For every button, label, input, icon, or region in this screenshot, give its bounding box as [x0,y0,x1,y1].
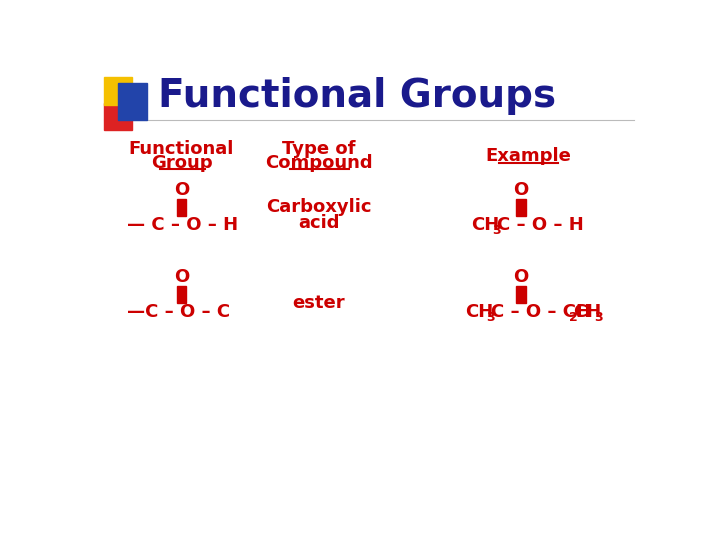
Text: 3: 3 [594,311,603,324]
Text: acid: acid [298,214,339,232]
Text: O: O [513,180,528,199]
Text: O: O [513,267,528,286]
Text: CH: CH [465,303,493,321]
Text: ester: ester [292,294,345,313]
Bar [104,77,132,105]
Bar [118,83,148,120]
Bar [516,199,526,215]
Text: C – O – CH: C – O – CH [490,303,590,321]
Text: CH: CH [472,216,500,234]
Text: Group: Group [150,153,212,172]
Bar [104,103,132,130]
Text: Carboxylic: Carboxylic [266,198,372,216]
Text: CH: CH [574,303,602,321]
Bar [516,286,526,303]
Text: O: O [174,267,189,286]
Text: 3: 3 [486,311,495,324]
Text: — C – O – H: — C – O – H [127,216,238,234]
Bar [177,286,186,303]
Text: C – O – H: C – O – H [497,216,584,234]
Text: —C – O – C: —C – O – C [127,303,230,321]
Text: O: O [174,180,189,199]
Text: Type of: Type of [282,140,356,159]
Text: 2: 2 [569,311,577,324]
Text: 3: 3 [492,224,501,237]
Bar [177,199,186,215]
Text: Functional: Functional [129,140,234,159]
Text: Functional Groups: Functional Groups [158,77,557,114]
Text: Compound: Compound [265,153,372,172]
Text: Example: Example [485,147,571,165]
